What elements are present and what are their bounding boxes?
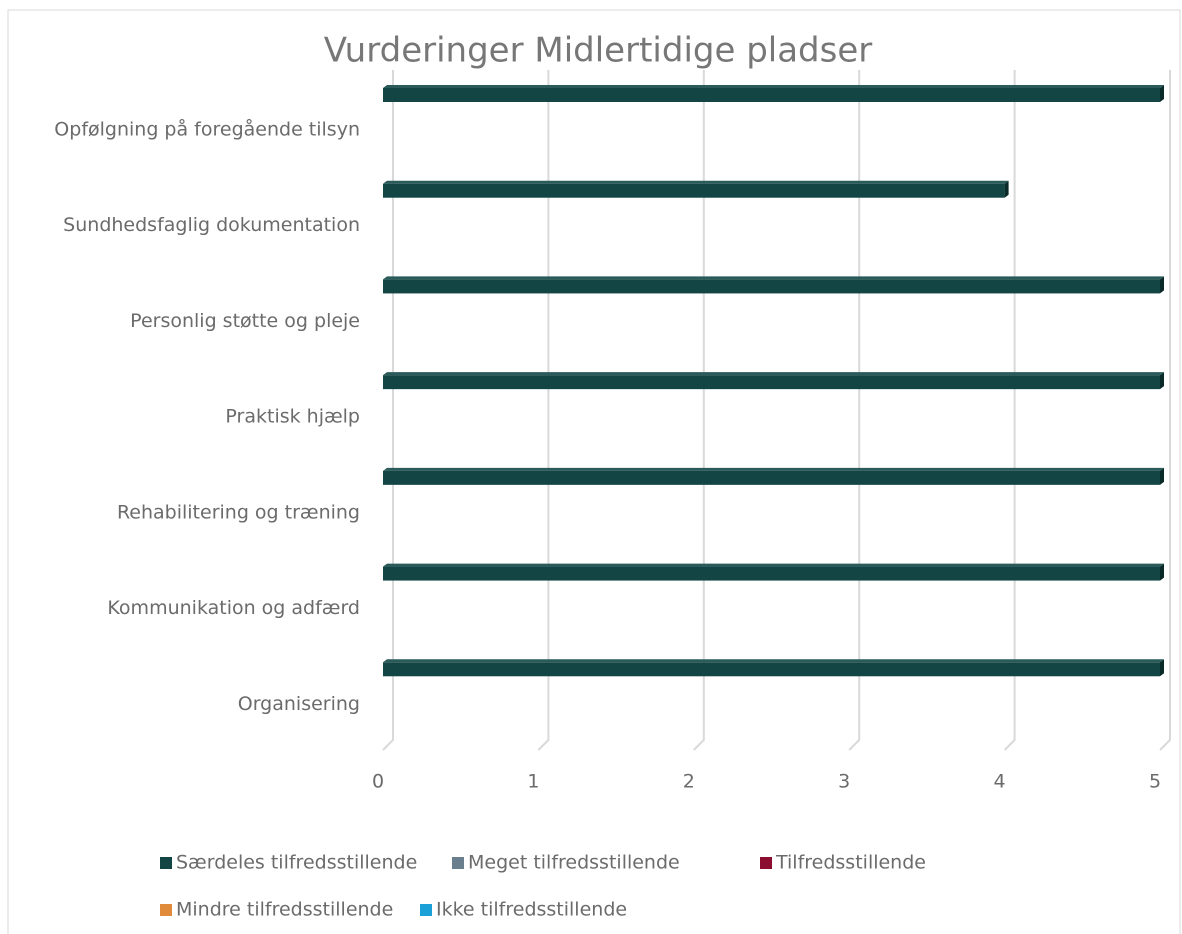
bar-face xyxy=(1160,276,1164,294)
bar-face xyxy=(383,180,1009,184)
x-tick-label: 3 xyxy=(838,771,850,793)
bar-face xyxy=(383,467,1164,471)
bar-face xyxy=(383,279,1160,294)
bar xyxy=(383,276,1164,294)
y-tick-label: Rehabilitering og træning xyxy=(117,501,360,523)
bar-face xyxy=(383,659,1164,663)
bar-face xyxy=(383,563,1164,567)
legend-label: Særdeles tilfredsstillende xyxy=(176,852,417,874)
x-tick-label: 4 xyxy=(994,771,1006,793)
x-tick-label: 1 xyxy=(527,771,539,793)
bar xyxy=(383,563,1164,581)
y-tick-label: Personlig støtte og pleje xyxy=(130,310,360,332)
bar-face xyxy=(1160,563,1164,581)
bar xyxy=(383,372,1164,390)
legend-swatch xyxy=(452,857,464,869)
bar-face xyxy=(383,88,1160,102)
bar xyxy=(383,180,1009,198)
bar-face xyxy=(383,662,1160,677)
bar-face xyxy=(383,372,1164,376)
bar-face xyxy=(383,183,1005,198)
y-tick-label: Sundhedsfaglig dokumentation xyxy=(63,214,360,236)
bar-face xyxy=(383,566,1160,581)
chart-title: Vurderinger Midlertidige pladser xyxy=(324,31,873,71)
legend-swatch xyxy=(160,857,172,869)
bar-face xyxy=(1004,180,1009,198)
bar-face xyxy=(1160,659,1164,677)
x-tick-label: 2 xyxy=(683,771,695,793)
y-tick-label: Praktisk hjælp xyxy=(225,406,360,428)
y-tick-label: Organisering xyxy=(238,693,360,715)
y-tick-label: Opfølgning på foregående tilsyn xyxy=(54,118,360,141)
bar xyxy=(383,467,1164,485)
legend-swatch xyxy=(760,857,772,869)
bar-face xyxy=(1160,467,1164,485)
bar xyxy=(383,659,1164,677)
legend-label: Ikke tilfredsstillende xyxy=(436,899,627,921)
y-tick-label: Kommunikation og adfærd xyxy=(107,597,360,619)
bar-face xyxy=(383,470,1160,485)
legend-label: Meget tilfredsstillende xyxy=(468,852,680,874)
legend-label: Tilfredsstillende xyxy=(775,852,926,874)
bar-face xyxy=(383,85,1164,88)
legend-swatch xyxy=(420,904,432,916)
bar-face xyxy=(383,276,1164,280)
legend-swatch xyxy=(160,904,172,916)
grid-line xyxy=(1159,70,1171,751)
legend-label: Mindre tilfredsstillende xyxy=(176,899,393,921)
x-tick-label: 0 xyxy=(372,771,384,793)
bar-face xyxy=(383,375,1160,390)
bar-face xyxy=(1160,372,1164,390)
bar xyxy=(383,85,1164,102)
bar-face xyxy=(1160,85,1164,102)
x-tick-label: 5 xyxy=(1149,771,1161,793)
